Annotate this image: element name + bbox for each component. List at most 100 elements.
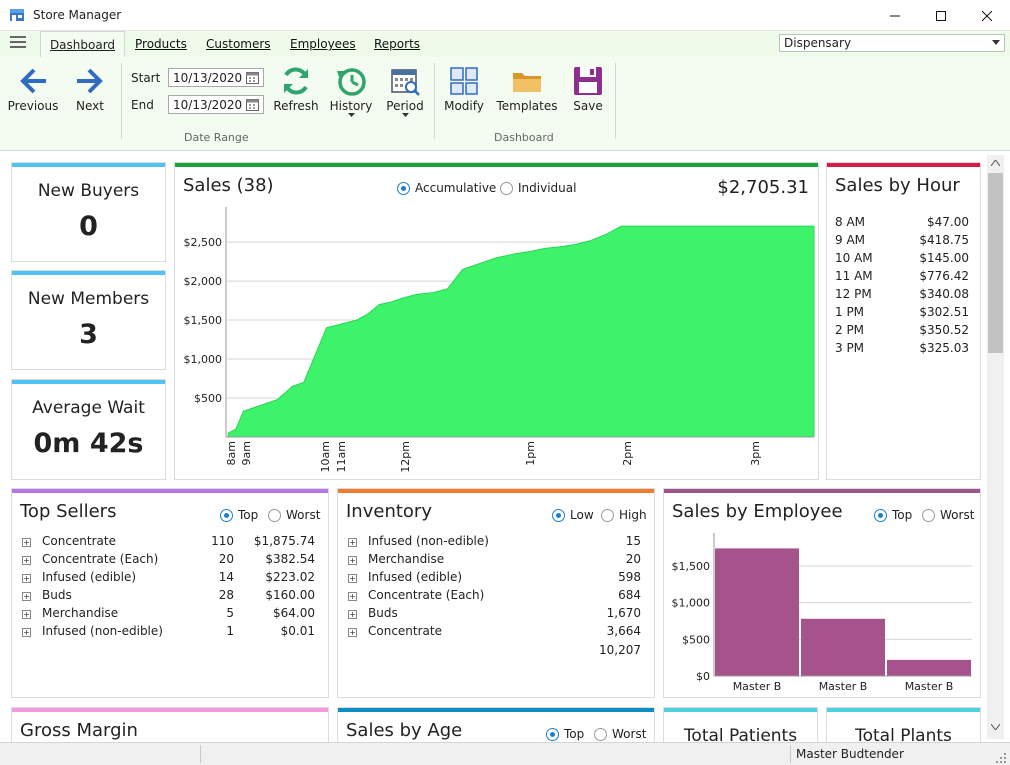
refresh-label: Refresh	[273, 99, 319, 113]
dropdown-arrow-icon	[401, 113, 409, 117]
expand-icon[interactable]: +	[22, 556, 31, 565]
expand-icon[interactable]: +	[348, 538, 357, 547]
inventory-row[interactable]: + Infused (edible) 598	[338, 570, 654, 588]
accumulative-radio[interactable]: Accumulative	[397, 181, 496, 195]
category-name: Concentrate (Each)	[42, 552, 159, 566]
calendar-icon[interactable]	[246, 98, 259, 111]
age-worst-radio[interactable]: Worst	[594, 727, 646, 741]
scroll-up-icon[interactable]	[991, 160, 1000, 166]
tab-dashboard[interactable]: Dashboard	[40, 31, 125, 58]
age-top-radio[interactable]: Top	[546, 727, 584, 741]
dashboard-content: New Buyers 0 New Members 3 Average Wait …	[0, 152, 1010, 742]
end-date-input[interactable]: 10/13/2020	[168, 95, 264, 114]
end-label: End	[131, 98, 154, 112]
expand-icon[interactable]: +	[348, 628, 357, 637]
expand-icon[interactable]: +	[22, 610, 31, 619]
ribbon: Previous Next Start End 10/13/2020 10/13…	[0, 57, 1010, 151]
status-user: Master Budtender	[796, 747, 904, 761]
top-seller-row[interactable]: + Concentrate (Each) 20 $382.54	[12, 552, 328, 570]
category-name: Infused (edible)	[368, 570, 463, 584]
top-seller-row[interactable]: + Infused (edible) 14 $223.02	[12, 570, 328, 588]
start-date-input[interactable]: 10/13/2020	[168, 68, 264, 87]
inventory-low-radio[interactable]: Low	[552, 508, 594, 522]
inventory-title: Inventory	[346, 501, 432, 522]
expand-icon[interactable]: +	[22, 538, 31, 547]
location-select[interactable]: Dispensary	[779, 34, 1005, 52]
tab-products[interactable]: Products	[135, 37, 187, 51]
top-seller-row[interactable]: + Concentrate 110 $1,875.74	[12, 534, 328, 552]
employee-worst-radio[interactable]: Worst	[922, 508, 974, 522]
new-members-card: New Members 3	[11, 270, 166, 370]
top-seller-row[interactable]: + Buds 28 $160.00	[12, 588, 328, 606]
hour-label: 10 AM	[835, 251, 873, 265]
top-label: Top	[892, 508, 913, 522]
x-tick-label: 8am	[225, 441, 238, 465]
tab-employees[interactable]: Employees	[290, 37, 356, 51]
expand-icon[interactable]: +	[348, 574, 357, 583]
previous-button[interactable]: Previous	[8, 65, 58, 113]
tab-customers[interactable]: Customers	[206, 37, 271, 51]
radio-unselected-icon	[268, 508, 281, 522]
top-sellers-top-radio[interactable]: Top	[220, 508, 258, 522]
top-seller-row[interactable]: + Merchandise 5 $64.00	[12, 606, 328, 624]
inventory-row[interactable]: + Concentrate 3,664	[338, 624, 654, 642]
inventory-high-radio[interactable]: High	[601, 508, 647, 522]
inventory-row[interactable]: + Infused (non-edible) 15	[338, 534, 654, 552]
expand-icon[interactable]: +	[348, 610, 357, 619]
inventory-row[interactable]: + Concentrate (Each) 684	[338, 588, 654, 606]
vertical-scrollbar[interactable]	[987, 155, 1004, 739]
expand-icon[interactable]: +	[22, 628, 31, 637]
radio-unselected-icon	[594, 727, 607, 741]
refresh-button[interactable]: Refresh	[272, 65, 320, 113]
resize-grip-icon[interactable]	[995, 753, 1007, 765]
employee-bar[interactable]	[715, 548, 799, 676]
maximize-button[interactable]	[918, 0, 964, 31]
arrow-right-icon	[77, 68, 103, 94]
expand-icon[interactable]: +	[348, 592, 357, 601]
history-icon	[337, 68, 366, 96]
save-button[interactable]: Save	[569, 65, 607, 113]
x-tick-label: 10am	[319, 441, 332, 472]
sales-by-employee-chart: $0 $500 $1,000 $1,500 Master B Master B Master…	[672, 533, 972, 693]
inventory-row[interactable]: + Buds 1,670	[338, 606, 654, 624]
inventory-row[interactable]: + Merchandise 20	[338, 552, 654, 570]
calendar-icon[interactable]	[246, 71, 259, 84]
expand-icon[interactable]: +	[348, 556, 357, 565]
radio-unselected-icon	[922, 508, 935, 522]
templates-button[interactable]: Templates	[496, 65, 558, 113]
hour-label: 3 PM	[835, 341, 865, 355]
total-patients-card: Total Patients	[663, 707, 818, 742]
employee-bar[interactable]	[887, 659, 971, 676]
high-label: High	[619, 508, 647, 522]
next-button[interactable]: Next	[70, 65, 110, 113]
new-buyers-card: New Buyers 0	[11, 162, 166, 262]
expand-icon[interactable]: +	[22, 592, 31, 601]
next-label: Next	[76, 99, 104, 113]
history-button[interactable]: History	[328, 65, 374, 119]
quantity: 1,670	[606, 606, 641, 620]
dashboard-group-label: Dashboard	[494, 131, 554, 144]
x-tick-label: 11am	[335, 441, 348, 472]
minimize-button[interactable]	[872, 0, 918, 31]
inventory-card: Inventory Low High + Infused (non-edible)…	[337, 488, 655, 698]
close-button[interactable]	[964, 0, 1010, 31]
expand-icon[interactable]: +	[22, 574, 31, 583]
ribbon-tab-strip: Dashboard Products Customers Employees R…	[0, 31, 1010, 58]
sales-title: Sales (38)	[183, 175, 274, 196]
total-plants-card: Total Plants	[826, 707, 981, 742]
top-sellers-worst-radio[interactable]: Worst	[268, 508, 320, 522]
top-seller-row[interactable]: + Infused (non-edible) 1 $0.01	[12, 624, 328, 642]
hamburger-menu-icon[interactable]	[10, 35, 26, 49]
templates-label: Templates	[496, 99, 558, 113]
hour-amount: $418.75	[919, 233, 969, 247]
hour-label: 9 AM	[835, 233, 866, 247]
sales-by-age-title: Sales by Age	[346, 720, 463, 741]
tab-reports[interactable]: Reports	[374, 37, 421, 51]
scroll-down-icon[interactable]	[991, 724, 1000, 730]
employee-top-radio[interactable]: Top	[874, 508, 912, 522]
modify-button[interactable]: Modify	[443, 65, 485, 113]
employee-bar[interactable]	[801, 618, 885, 676]
scrollbar-thumb[interactable]	[988, 173, 1003, 353]
individual-radio[interactable]: Individual	[500, 181, 576, 195]
period-button[interactable]: Period	[384, 65, 426, 119]
